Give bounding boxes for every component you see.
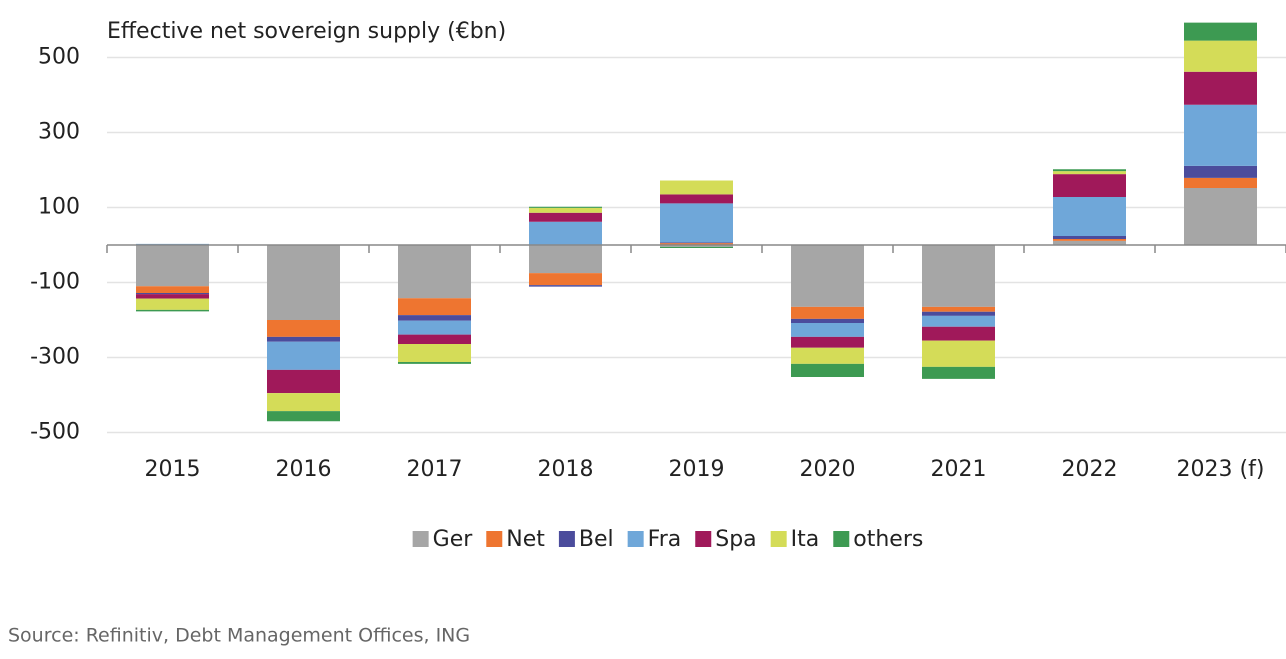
bar-segment [922, 326, 995, 341]
bar-segment [660, 242, 733, 244]
bar-segment [136, 286, 209, 293]
x-tick-label: 2018 [538, 457, 594, 482]
bar-segment [1184, 40, 1257, 72]
bar-segment [1184, 104, 1257, 166]
bar-segment [660, 180, 733, 195]
x-tick-label: 2015 [145, 457, 201, 482]
chart-title: Effective net sovereign supply (€bn) [107, 19, 506, 44]
bar-segment [398, 334, 471, 344]
x-tick-label: 2019 [669, 457, 725, 482]
bar-segment [791, 323, 864, 337]
bar-segment [267, 336, 340, 342]
bar-segment [267, 369, 340, 394]
bar-segment [267, 393, 340, 412]
bar-segment [922, 245, 995, 307]
bar-segment [529, 206, 602, 208]
bar-segment [1184, 22, 1257, 41]
bar-segment [922, 340, 995, 367]
bar-segment [267, 245, 340, 320]
legend-swatch [770, 531, 787, 547]
legend-swatch [627, 531, 644, 547]
bar-segment [1053, 236, 1126, 239]
bar-segment [791, 363, 864, 377]
y-tick-label: 500 [38, 45, 80, 70]
legend-swatch [486, 531, 503, 547]
legend-swatch [833, 531, 850, 547]
bar-segment [791, 336, 864, 348]
bar-segment [267, 341, 340, 370]
bar-segment [1053, 240, 1126, 245]
bar-segment [398, 320, 471, 335]
bar-segment [660, 246, 733, 248]
y-tick-label: 300 [38, 120, 80, 145]
bar-segment [136, 245, 209, 287]
x-tick-label: 2017 [407, 457, 463, 482]
bar-segment [1184, 188, 1257, 245]
legend-label: Ger [433, 527, 474, 552]
x-tick-label: 2023 (f) [1177, 457, 1265, 482]
bar-segment [529, 207, 602, 213]
bar-segment [1053, 171, 1126, 175]
bar-segment [398, 315, 471, 321]
bar-segment [398, 298, 471, 316]
bar-segment [1053, 239, 1126, 241]
legend-swatch [412, 531, 429, 547]
bar-segment [1053, 174, 1126, 197]
bar-segment [660, 245, 733, 247]
bar-segment [529, 285, 602, 287]
y-tick-label: -300 [30, 345, 80, 370]
x-tick-label: 2020 [800, 457, 856, 482]
bar-segment [136, 309, 209, 312]
bar-segment [660, 203, 733, 243]
bar-segment [922, 311, 995, 316]
bar-segment [1053, 169, 1126, 172]
bar-segment [791, 347, 864, 364]
bar-segment [791, 245, 864, 307]
bar-segment [1184, 71, 1257, 105]
x-tick-label: 2016 [276, 457, 332, 482]
bar-segment [136, 294, 209, 299]
legend-label: Net [506, 527, 545, 552]
bar-segment [136, 293, 209, 295]
x-tick-label: 2022 [1062, 457, 1118, 482]
legend-label: Fra [648, 527, 682, 552]
bar-segment [1053, 197, 1126, 236]
bar-segment [529, 221, 602, 245]
legend-label: Spa [715, 527, 756, 552]
bar-segment [1184, 177, 1257, 188]
bar-segment [791, 306, 864, 319]
bar-segment [136, 298, 209, 310]
bar-segment [529, 245, 602, 274]
bar-segment [922, 315, 995, 327]
bar-segment [267, 411, 340, 422]
bar-segment [922, 306, 995, 312]
bar-segment [660, 194, 733, 204]
source-note: Source: Refinitiv, Debt Management Offic… [8, 625, 470, 647]
bar-segment [398, 344, 471, 362]
legend-label: Bel [579, 527, 614, 552]
bar-segment [398, 362, 471, 364]
bar-segment [398, 245, 471, 299]
bar-segment [529, 212, 602, 222]
bar-segment [660, 243, 733, 245]
legend-swatch [695, 531, 712, 547]
x-tick-label: 2021 [931, 457, 987, 482]
bar-segment [791, 318, 864, 323]
bar-segment [922, 366, 995, 379]
y-tick-label: -500 [30, 420, 80, 445]
legend-label: Ita [791, 527, 820, 552]
bar-segment [1184, 165, 1257, 178]
bar-segment [267, 320, 340, 337]
bar-segment [529, 273, 602, 286]
y-tick-label: -100 [30, 270, 80, 295]
legend-label: others [853, 527, 923, 552]
y-tick-label: 100 [38, 195, 80, 220]
legend-swatch [558, 531, 575, 547]
